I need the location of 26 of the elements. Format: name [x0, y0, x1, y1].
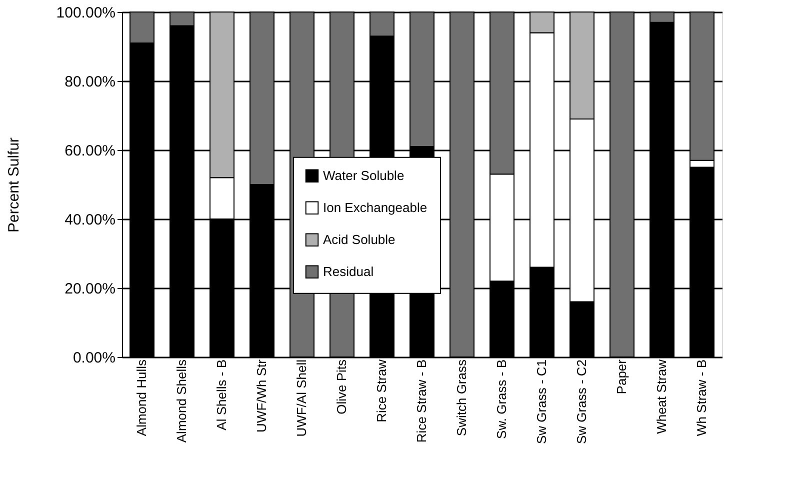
y-axis-title: Percent Sulfur — [5, 137, 22, 233]
x-tick-label: UWF/Wh Str — [254, 358, 269, 432]
y-tick-label: 40.00% — [64, 212, 116, 228]
x-tick-label: Wh Straw - B — [694, 360, 709, 436]
y-tick-label: 80.00% — [64, 74, 116, 90]
x-tick-label: Rice Straw — [374, 358, 389, 422]
legend-label: Ion Exchangeable — [323, 200, 428, 215]
x-tick-label: Paper — [614, 358, 629, 394]
x-tick-label: Sw. Grass - B — [494, 360, 509, 439]
legend-label: Acid Soluble — [323, 232, 396, 247]
x-tick-label: Al Shells - B — [214, 360, 229, 430]
x-tick-label: Wheat Straw — [654, 358, 669, 434]
x-tick-label: Rice Straw - B — [414, 360, 429, 443]
x-tick-label: Almond Shells — [174, 359, 189, 443]
legend-label: Water Soluble — [323, 168, 404, 183]
x-tick-label: Olive Pits — [334, 359, 349, 414]
y-tick-label: 20.00% — [64, 280, 116, 298]
y-tick-label: 60.00% — [64, 142, 116, 160]
x-tick-label: Switch Grass — [454, 359, 469, 436]
x-tick-label: Sw Grass - C1 — [534, 360, 549, 444]
legend-label: Residual — [323, 264, 374, 279]
x-tick-label: Sw Grass - C2 — [574, 360, 589, 444]
y-tick-label: 0.00% — [72, 350, 116, 366]
x-tick-label: Almond Hulls — [134, 359, 149, 436]
y-tick-label: 100.00% — [56, 4, 116, 22]
x-tick-label: UWF/Al Shell — [294, 359, 309, 437]
